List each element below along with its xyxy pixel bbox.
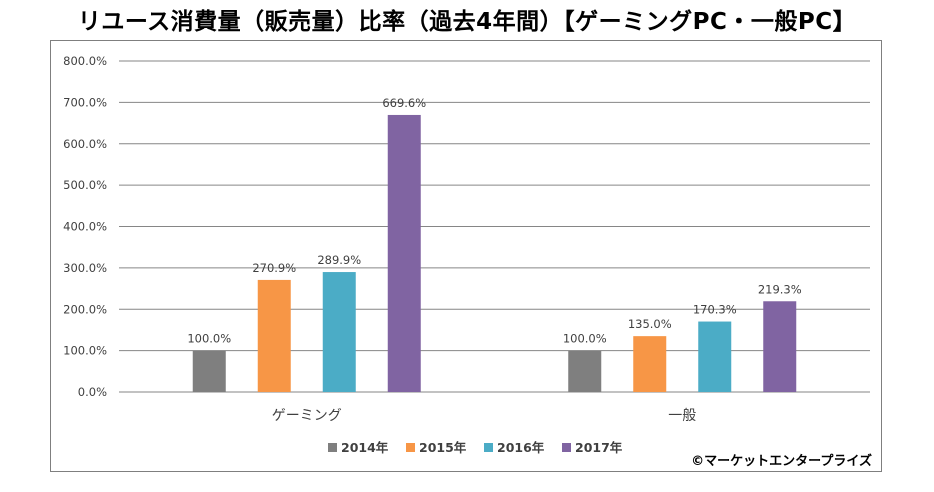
y-tick-label: 100.0% [63, 344, 107, 358]
y-tick-label: 200.0% [63, 302, 107, 316]
bar [763, 301, 797, 392]
legend-label: 2016年 [497, 440, 545, 455]
y-tick-label: 400.0% [63, 220, 107, 234]
data-label: 135.0% [628, 317, 672, 331]
y-tick-label: 500.0% [63, 178, 107, 192]
data-label: 270.9% [252, 261, 296, 275]
bar [192, 350, 226, 392]
bar [698, 321, 732, 392]
legend-swatch [406, 443, 415, 452]
data-label: 219.3% [758, 282, 802, 296]
x-category-label: 一般 [668, 408, 696, 424]
data-label: 170.3% [693, 303, 737, 317]
data-label: 100.0% [563, 332, 607, 346]
bar [633, 336, 667, 392]
legend-label: 2015年 [419, 440, 467, 455]
data-label: 100.0% [187, 332, 231, 346]
legend-label: 2014年 [341, 440, 389, 455]
bar [568, 350, 602, 392]
bar [322, 272, 356, 392]
chart-title: リユース消費量（販売量）比率（過去4年間）【ゲーミングPC・一般PC】 [77, 9, 857, 35]
legend-label: 2017年 [575, 440, 623, 455]
legend-swatch [562, 443, 571, 452]
legend-swatch [484, 443, 493, 452]
y-tick-label: 800.0% [63, 54, 107, 68]
y-tick-label: 600.0% [63, 137, 107, 151]
y-tick-label: 700.0% [63, 95, 107, 109]
data-label: 289.9% [317, 253, 361, 267]
y-tick-label: 0.0% [78, 385, 107, 399]
chart-frame [50, 40, 882, 472]
bar [257, 279, 291, 392]
data-label: 669.6% [382, 96, 426, 110]
credit-text: ©マーケットエンタープライズ [691, 454, 872, 469]
y-tick-label: 300.0% [63, 261, 107, 275]
x-category-label: ゲーミング [272, 408, 342, 424]
bar [387, 114, 421, 392]
legend-swatch [328, 443, 337, 452]
